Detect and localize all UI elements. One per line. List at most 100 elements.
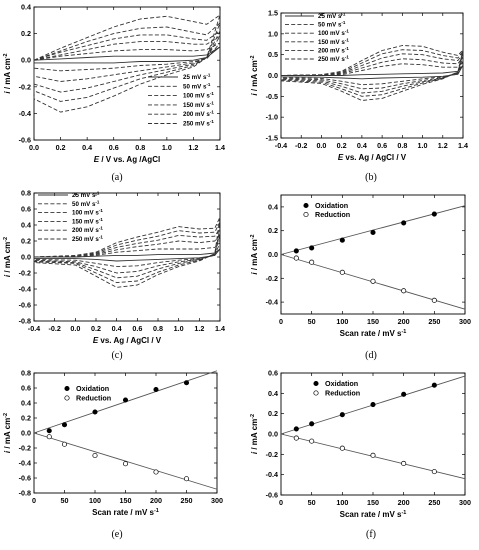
x-tick-label: 0.4 — [112, 324, 122, 333]
y-tick-label: 0.6 — [21, 205, 31, 214]
data-point-oxidation — [370, 401, 376, 408]
cv-loop-50 — [33, 242, 221, 268]
y-tick-label: -0.4 — [266, 298, 278, 307]
legend-entry-text: 250 mV s — [72, 236, 99, 243]
x-tick-label: 0 — [279, 317, 283, 326]
legend-entry-text: 25 mV s — [183, 74, 207, 81]
data-point-oxidation — [61, 422, 68, 428]
x-tick-label: 0 — [279, 498, 283, 507]
x-tick-label: 0.4 — [357, 141, 367, 150]
data-point-oxidation — [309, 421, 315, 427]
legend-entry-exponent: -1 — [341, 20, 345, 25]
y-axis-label-symbol: i — [250, 93, 259, 96]
y-axis-label-exponent: -2 — [250, 55, 256, 60]
legend-marker-reduction — [303, 211, 309, 218]
legend-entry-250: 250 mV s-1 — [183, 119, 214, 128]
legend-entry-25: 25 mV s-1 — [318, 12, 346, 21]
data-point-oxidation — [153, 386, 159, 393]
y-tick-label: 0.0 — [21, 253, 31, 262]
data-point-oxidation — [122, 397, 129, 403]
data-point-reduction — [339, 269, 345, 275]
x-axis-label-exponent: -1 — [154, 508, 159, 514]
y-tick-label: -0.4 — [19, 109, 31, 118]
y-tick-label: 0.8 — [21, 189, 31, 198]
x-axis-label: E vs. Ag / AgCl / V — [93, 336, 162, 345]
legend-entry-50: 50 mV s-1 — [318, 20, 346, 29]
x-tick-label: 0.4 — [82, 143, 92, 152]
legend-entry-exponent: -1 — [345, 29, 349, 34]
data-point-reduction — [401, 460, 407, 467]
y-tick-label: 0.0 — [21, 56, 31, 65]
x-tick-label: 0.8 — [135, 143, 145, 152]
x-tick-label: 0.2 — [337, 141, 347, 150]
legend-entry-exponent: -1 — [99, 208, 103, 213]
y-axis-label-text: / mA cm — [3, 418, 12, 451]
cv-loop-100 — [280, 56, 464, 90]
y-tick-label: -0.2 — [266, 274, 278, 283]
x-tick-label: 0.0 — [29, 143, 39, 152]
data-point-oxidation — [309, 245, 315, 251]
y-axis-label-text: / mA cm — [250, 419, 259, 452]
legend-entry-text: 200 mV s — [318, 47, 345, 54]
legend-entry-text: 200 mV s — [183, 111, 210, 118]
cv-loop-25 — [33, 46, 221, 64]
y-axis-label-text: / mA cm — [3, 58, 12, 91]
data-point-oxidation — [92, 409, 98, 415]
x-tick-label: -0.2 — [295, 141, 307, 150]
legend-entry-exponent: -1 — [210, 91, 214, 96]
cv-loop-250 — [280, 45, 464, 101]
y-tick-label: -0.2 — [266, 450, 278, 459]
x-axis-label-text: vs. Ag / AgCl / V — [98, 336, 162, 345]
data-point-reduction — [431, 297, 437, 303]
y-axis-label-exponent: -2 — [3, 413, 9, 418]
cv-loop-200 — [33, 22, 221, 102]
y-tick-label: -0.2 — [19, 82, 31, 91]
plot-frame — [33, 372, 218, 494]
y-axis-label-symbol: i — [3, 274, 12, 277]
panel-label: (e) — [111, 529, 122, 540]
data-point-oxidation — [431, 382, 437, 388]
legend-entry-50: 50 mV s-1 — [183, 82, 211, 91]
y-tick-label: 0.2 — [21, 29, 31, 38]
cv-loop-150 — [33, 227, 221, 279]
legend-entry-100: 100 mV s-1 — [183, 91, 214, 100]
x-tick-label: -0.2 — [48, 324, 60, 333]
y-tick-label: 0.2 — [268, 409, 278, 418]
panel-label: (c) — [111, 350, 122, 361]
x-tick-label: 50 — [308, 498, 316, 507]
data-point-reduction — [61, 441, 68, 447]
legend-entry-250: 250 mV s-1 — [72, 235, 103, 244]
legend-entry-exponent: -1 — [99, 235, 103, 240]
plot-frame — [280, 372, 466, 496]
x-tick-label: 300 — [459, 317, 471, 326]
x-tick-label: 0.2 — [56, 143, 66, 152]
y-tick-label: 0.4 — [21, 399, 31, 408]
legend-entry-200: 200 mV s-1 — [72, 226, 103, 235]
y-tick-label: 0.0 — [21, 429, 31, 438]
x-tick-label: 300 — [459, 498, 471, 507]
y-tick-label: 0.6 — [268, 369, 278, 378]
x-tick-label: 50 — [308, 317, 316, 326]
panel-label: (d) — [365, 350, 377, 361]
legend-entry-text: 50 mV s — [183, 83, 207, 90]
legend-entry-text: 100 mV s — [318, 30, 345, 37]
x-tick-label: 1.2 — [438, 141, 448, 150]
panel-label: (a) — [111, 172, 122, 183]
legend-entry-reduction: Reduction — [325, 389, 360, 398]
y-axis-label: i / mA cm-2 — [3, 237, 12, 277]
cv-loop-50 — [280, 60, 464, 86]
x-tick-label: 1.0 — [418, 141, 428, 150]
data-point-reduction — [122, 461, 129, 467]
x-tick-label: 0 — [32, 496, 36, 505]
legend-entry-text: 150 mV s — [72, 218, 99, 225]
y-axis-label-exponent: -2 — [3, 53, 9, 58]
data-point-oxidation — [370, 229, 376, 236]
legend-entry-text: 250 mV s — [183, 121, 210, 128]
cv-loop-250 — [33, 216, 221, 288]
x-tick-label: 0.0 — [316, 141, 326, 150]
y-tick-label: 1.5 — [268, 9, 278, 18]
y-axis-label-symbol: i — [250, 272, 259, 275]
panel-b: -0.4 -0.2 0.0 0.2 0.4 0.6 0.8 1.0 1.2 1.4 -1.5 -1.0… — [250, 9, 468, 184]
data-point-reduction — [183, 476, 190, 482]
